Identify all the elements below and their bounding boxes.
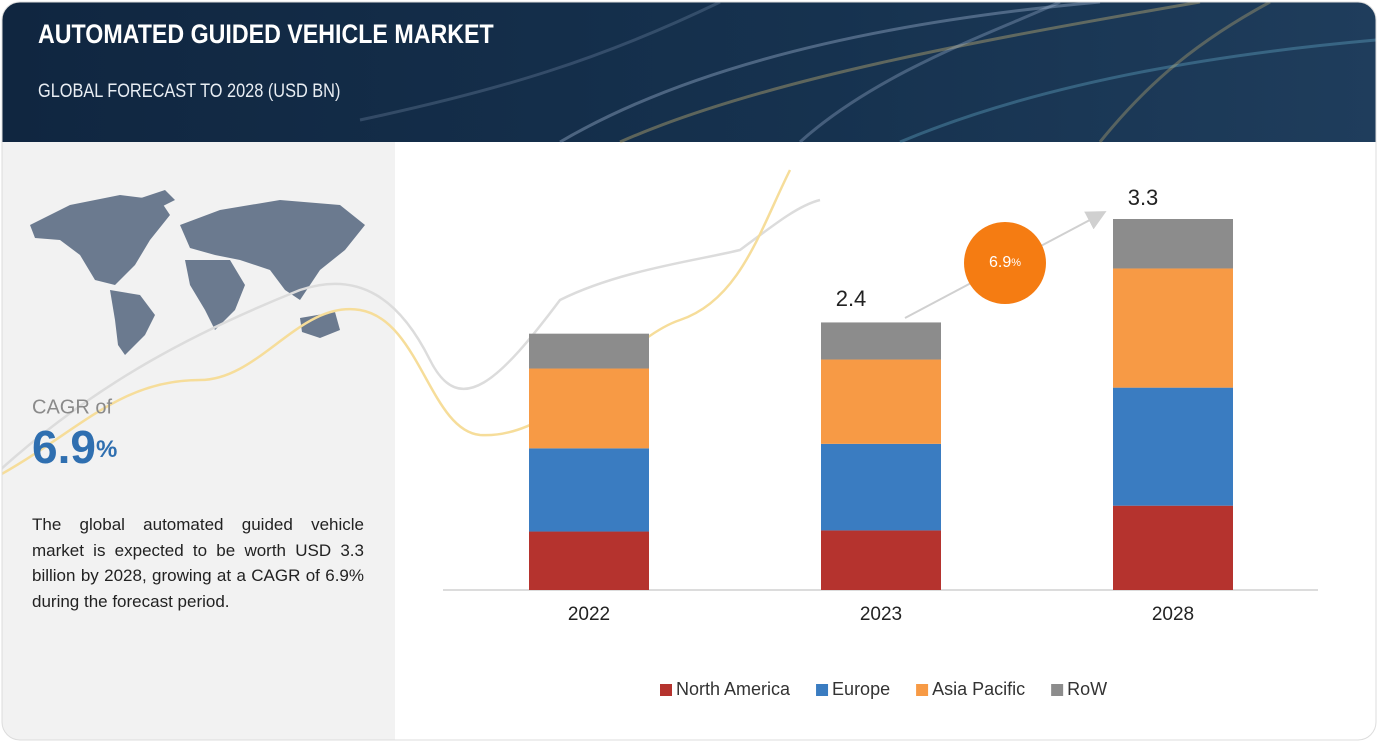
world-map	[30, 190, 365, 355]
description: The global automated guided vehicle mark…	[32, 515, 364, 611]
bar-segment	[821, 359, 941, 444]
header-subtitle: GLOBAL FORECAST TO 2028 (USD BN)	[38, 80, 340, 101]
cagr-value: 6.9%	[32, 421, 117, 473]
bar-segment	[1113, 505, 1233, 590]
wave-lines	[2, 169, 821, 477]
growth-unit: %	[1011, 257, 1021, 269]
x-tick-label: 2028	[1152, 604, 1194, 625]
bar-segment	[529, 531, 649, 590]
cagr-number: 6.9	[32, 421, 96, 473]
legend-label: North America	[676, 679, 791, 699]
header-title: AUTOMATED GUIDED VEHICLE MARKET	[38, 20, 494, 50]
legend-label: RoW	[1067, 679, 1107, 699]
card-border	[1, 1, 1377, 741]
total-label: 2.4	[836, 286, 867, 311]
x-tick-label: 2023	[860, 604, 902, 625]
bar-segment	[529, 368, 649, 449]
legend-swatch	[916, 684, 929, 696]
legend-swatch	[816, 684, 829, 696]
growth-number: 6.9	[989, 254, 1011, 271]
legend-swatch	[660, 684, 672, 696]
cagr-unit: %	[96, 436, 117, 463]
growth-bubble	[964, 222, 1046, 304]
bar-segment	[821, 443, 941, 531]
bar-segment	[821, 530, 941, 590]
bar-segment	[1113, 219, 1233, 269]
header-streaks	[359, 2, 1376, 144]
cagr-label: CAGR of	[32, 396, 112, 418]
header-band	[2, 2, 1376, 142]
legend-label: Europe	[832, 679, 890, 699]
legend-swatch	[1051, 684, 1064, 696]
bar-segment	[1113, 387, 1233, 506]
x-tick-label: 2022	[568, 604, 610, 625]
bar-segment	[1113, 268, 1233, 388]
total-label: 3.3	[1128, 185, 1159, 210]
bar-segment	[529, 333, 649, 369]
bar-segment	[821, 322, 941, 360]
legend-label: Asia Pacific	[932, 679, 1025, 699]
growth-label: 6.9%	[989, 254, 1021, 271]
bar-segment	[529, 448, 649, 532]
